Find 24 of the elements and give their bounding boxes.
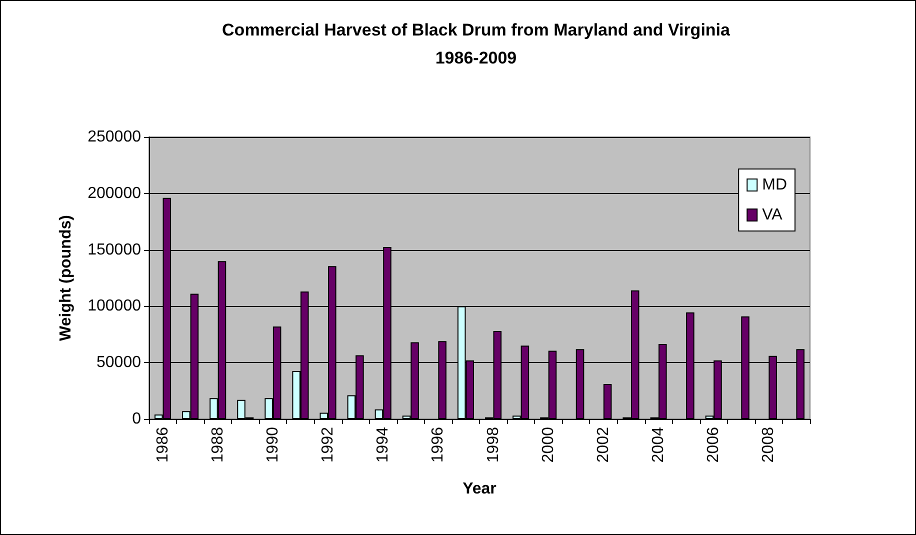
x-tick-label: 1994 xyxy=(374,426,392,463)
y-tick-label: 100000 xyxy=(88,298,142,315)
chart-title: Commercial Harvest of Black Drum from Maryland and Virginia 1986-2009 xyxy=(222,20,731,68)
x-tick-label: 1996 xyxy=(430,426,447,463)
x-tick-label: 1992 xyxy=(320,426,337,463)
bar xyxy=(603,384,612,419)
y-tick-label: 250000 xyxy=(88,128,142,146)
x-tick-label: 1986 xyxy=(154,426,172,463)
x-tick-label: 2008 xyxy=(760,426,778,463)
x-tick-label: 2004 xyxy=(650,426,668,463)
x-tick-label: 2006 xyxy=(705,426,722,463)
legend-label: MD xyxy=(762,176,788,194)
x-tick-label: 1990 xyxy=(264,426,282,463)
y-tick-label: 0 xyxy=(132,410,142,428)
x-tick-label: 1998 xyxy=(484,426,502,463)
y-axis-title: Weight (pounds) xyxy=(58,215,74,341)
x-axis-title: Year xyxy=(462,480,496,498)
y-tick-label: 150000 xyxy=(88,241,142,258)
legend-label: VA xyxy=(762,206,783,224)
y-tick-label: 50000 xyxy=(96,354,142,372)
y-tick-label: 200000 xyxy=(88,184,142,202)
x-tick-label: 1988 xyxy=(209,426,226,463)
x-tick-label: 2002 xyxy=(594,426,612,463)
x-tick-label: 2000 xyxy=(540,426,557,463)
